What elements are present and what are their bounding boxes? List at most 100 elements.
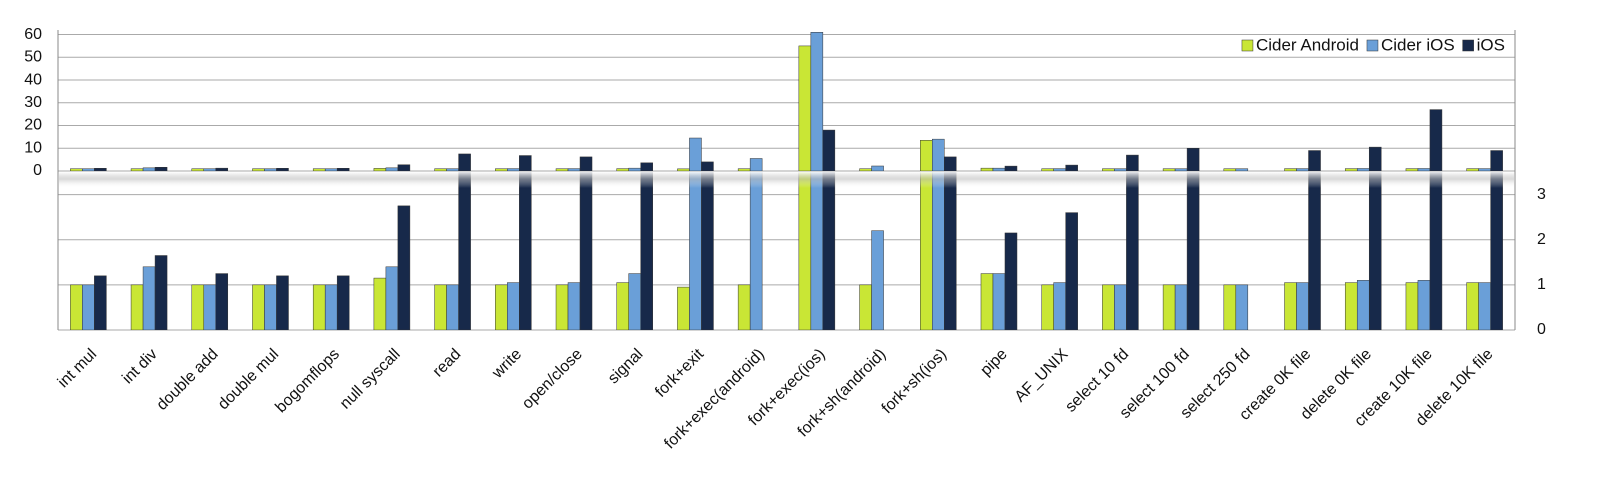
bar-lower: [191, 284, 205, 330]
bar-lower: [507, 282, 520, 330]
bar-lower: [628, 273, 641, 330]
bar-upper: [446, 168, 459, 171]
bar-upper: [70, 168, 83, 171]
bar-lower: [640, 172, 653, 330]
bar-lower: [252, 284, 265, 330]
y-tick-label: 10: [24, 139, 42, 156]
bar-lower: [1368, 172, 1382, 330]
bar-lower: [749, 172, 763, 330]
bar-upper: [397, 164, 411, 171]
bar-upper: [1296, 168, 1309, 171]
bar-upper: [130, 168, 144, 171]
bar-upper: [1344, 168, 1358, 171]
bar-upper: [336, 168, 350, 171]
bar-lower: [737, 284, 751, 330]
y-tick-label: 0: [33, 162, 42, 179]
bar-upper: [1186, 148, 1200, 171]
axis-break: [59, 172, 1514, 188]
x-tick-label: AF_UNIX: [1012, 346, 1072, 406]
bar-lower: [446, 284, 459, 330]
bar-upper: [264, 168, 277, 171]
legend-swatch: [1241, 39, 1254, 52]
bar-lower: [1126, 172, 1139, 330]
bar-upper: [1284, 168, 1297, 171]
bar-upper: [944, 156, 957, 171]
bar-upper: [1478, 168, 1491, 171]
bar-lower: [944, 172, 957, 330]
bar-upper: [616, 168, 629, 171]
bar-upper: [1114, 168, 1127, 171]
bar-upper: [992, 167, 1006, 171]
legend-swatch: [1366, 39, 1379, 52]
bar-lower: [1308, 172, 1321, 330]
bar-upper: [276, 168, 289, 171]
bar-lower: [1114, 284, 1127, 330]
bar-upper: [312, 168, 326, 171]
bar-lower: [1429, 172, 1443, 330]
bar-upper: [1417, 168, 1431, 171]
bar-upper: [677, 168, 690, 171]
lower-panel: [70, 172, 1503, 330]
x-tick-label: double add: [154, 346, 222, 414]
bar-lower: [94, 275, 107, 330]
x-tick-label: signal: [605, 346, 647, 388]
bar-upper: [689, 137, 702, 171]
y2-tick-label: 3: [1537, 186, 1546, 203]
bar-lower: [1417, 280, 1431, 330]
bar-lower: [1053, 282, 1066, 330]
upper-panel: [70, 32, 1503, 171]
bar-upper: [82, 168, 95, 171]
bar-upper: [579, 156, 593, 171]
y2-tick-label: 2: [1537, 231, 1546, 248]
bar-upper: [1004, 165, 1018, 171]
bar-upper: [215, 167, 229, 171]
bar-lower: [555, 284, 569, 330]
x-tick-label: fork+exec(android): [661, 346, 768, 453]
bar-lower: [154, 255, 168, 330]
x-tick-label: bogomflops: [272, 346, 343, 417]
bar-upper: [920, 140, 933, 171]
bar-upper: [1041, 168, 1054, 171]
x-tick-label: write: [489, 346, 526, 383]
bar-lower: [70, 284, 83, 330]
bar-lower: [992, 273, 1006, 330]
bar-lower: [130, 284, 144, 330]
bar-lower: [1174, 284, 1188, 330]
y-tick-label: 50: [24, 49, 42, 66]
bar-upper: [822, 129, 836, 171]
bar-upper: [798, 45, 812, 171]
bar-lower: [701, 172, 714, 330]
bar-upper: [555, 168, 569, 171]
bar-upper: [1356, 168, 1370, 171]
bar-lower: [312, 284, 326, 330]
bar-lower: [871, 230, 884, 330]
bar-lower: [677, 286, 690, 330]
bar-upper: [1308, 150, 1321, 171]
bar-upper: [324, 168, 338, 171]
bar-lower: [1102, 284, 1115, 330]
bar-lower: [373, 277, 387, 330]
bar-lower: [1478, 282, 1491, 330]
bar-upper: [1490, 150, 1503, 171]
x-tick-label: fork+exit: [652, 345, 707, 400]
bar-upper: [701, 161, 714, 171]
bar-lower: [264, 284, 277, 330]
bar-lower: [397, 205, 411, 330]
x-tick-label: int div: [119, 346, 161, 388]
y-tick-label: 60: [24, 26, 42, 43]
bar-upper: [1405, 168, 1419, 171]
bar-lower: [920, 172, 933, 330]
bar-lower: [1356, 280, 1370, 330]
bar-lower: [689, 172, 702, 330]
bar-upper: [749, 158, 763, 171]
bar-upper: [1429, 109, 1443, 171]
bar-lower: [434, 284, 447, 330]
bar-upper: [1223, 168, 1237, 171]
bar-upper: [871, 165, 884, 171]
y-tick-label: 20: [24, 117, 42, 134]
bar-upper: [385, 167, 399, 171]
bar-upper: [932, 138, 945, 171]
x-tick-label: open/close: [519, 346, 586, 413]
x-tick-label: double mul: [215, 346, 282, 413]
